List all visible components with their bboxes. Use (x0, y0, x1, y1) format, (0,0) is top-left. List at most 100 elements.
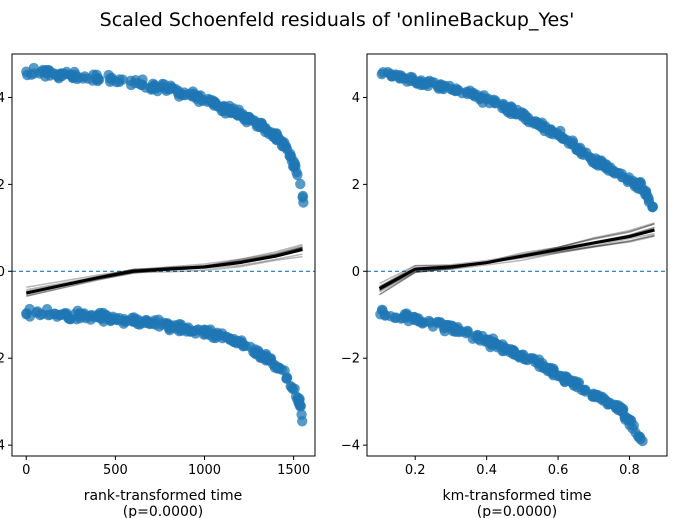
residual-point-upper (292, 169, 303, 181)
x-tick-label: 0.8 (619, 463, 640, 478)
y-tick-label: 0 (0, 265, 5, 280)
residual-point-upper (276, 140, 288, 151)
residual-point-upper (556, 131, 568, 143)
residual-point-upper (219, 101, 231, 113)
residual-point-lower (557, 371, 569, 383)
residual-point-upper (161, 85, 172, 97)
residual-point-lower (472, 329, 483, 341)
residual-point-upper (69, 66, 80, 78)
left-x-axis-sublabel: (p=0.0000) (123, 504, 204, 518)
residual-point-lower (403, 315, 414, 327)
bootstrap-trend-line (379, 222, 655, 296)
residual-point-upper (376, 69, 387, 80)
residual-point-upper (468, 89, 479, 101)
residual-point-lower (482, 334, 493, 345)
residual-point-upper (263, 128, 275, 140)
residual-point-lower (111, 314, 122, 325)
main-trend-line (378, 228, 655, 291)
x-tick-label: 0.2 (405, 463, 426, 478)
residual-point-lower (183, 322, 194, 333)
residual-point-lower (156, 319, 168, 330)
y-tick-label: −2 (341, 352, 360, 367)
residual-point-upper (37, 64, 49, 76)
residual-point-lower (580, 384, 591, 395)
residual-point-upper (476, 91, 487, 103)
left-x-axis-label: rank-transformed time (84, 488, 243, 504)
residual-point-lower (451, 325, 462, 336)
left-trend-lines (12, 243, 315, 297)
residual-point-lower (204, 329, 215, 341)
residual-point-upper (149, 80, 160, 91)
residual-point-lower (80, 313, 92, 324)
figure-title: Scaled Schoenfeld residuals of 'onlineBa… (100, 9, 575, 31)
residual-point-upper (400, 73, 411, 84)
residual-point-lower (129, 316, 140, 327)
main-trend-line (25, 248, 303, 295)
residual-point-upper (424, 75, 435, 87)
right-x-axis-sublabel: (p=0.0000) (477, 504, 558, 518)
residual-point-lower (286, 382, 297, 393)
residual-point-upper (590, 158, 601, 170)
residual-point-lower (492, 342, 503, 353)
right-x-axis-label: km-transformed time (442, 488, 591, 504)
residual-point-upper (187, 86, 199, 97)
residual-point-upper (567, 135, 578, 146)
residual-point-upper (243, 111, 255, 123)
x-tick-label: 1000 (188, 463, 221, 478)
residual-point-lower (565, 375, 577, 387)
x-tick-label: 0.4 (476, 463, 497, 478)
residual-point-lower (212, 327, 223, 338)
residual-point-upper (576, 148, 587, 160)
residual-point-upper (436, 81, 448, 93)
x-tick-label: 0.6 (548, 463, 569, 478)
y-tick-label: −4 (341, 439, 360, 454)
residual-point-lower (221, 331, 232, 343)
residual-point-lower (165, 320, 176, 331)
y-tick-label: 4 (0, 91, 5, 106)
right-scatter-points (375, 67, 659, 447)
residual-point-lower (377, 305, 388, 316)
residual-point-lower (537, 358, 548, 369)
residual-point-upper (647, 201, 659, 212)
bootstrap-trend-line (379, 232, 655, 288)
y-tick-label: 4 (352, 91, 360, 106)
residual-point-lower (290, 391, 302, 402)
residual-point-upper (638, 184, 649, 195)
residual-point-upper (114, 74, 125, 85)
residual-point-lower (385, 311, 396, 322)
residual-point-upper (611, 168, 623, 179)
residual-point-upper (179, 87, 190, 98)
bootstrap-trend-line (379, 234, 655, 292)
residual-point-lower (260, 352, 272, 363)
residual-point-lower (96, 308, 108, 320)
residual-point-upper (523, 112, 534, 124)
residual-point-lower (588, 388, 599, 399)
left-ticks: 0 500 1000 1500 −4 −2 0 2 4 (0, 91, 310, 478)
y-tick-label: −2 (0, 352, 5, 367)
residual-point-upper (540, 121, 551, 132)
residual-point-lower (599, 394, 611, 405)
residual-point-upper (233, 109, 244, 121)
right-trend-lines (367, 222, 667, 296)
residual-point-upper (531, 116, 542, 128)
x-tick-label: 0 (22, 463, 30, 478)
residual-point-lower (547, 367, 559, 378)
left-scatter-points (21, 62, 309, 427)
residual-point-lower (140, 317, 151, 329)
residual-point-lower (416, 317, 428, 328)
residual-point-upper (87, 75, 98, 86)
residual-point-upper (207, 97, 218, 108)
residual-point-upper (295, 178, 306, 190)
residual-point-upper (286, 151, 297, 162)
residual-point-lower (24, 311, 36, 322)
residual-point-lower (625, 414, 636, 426)
residual-point-lower (32, 306, 43, 317)
residual-point-upper (629, 181, 641, 192)
y-tick-label: 0 (352, 265, 360, 280)
right-axes-frame (366, 53, 668, 457)
residual-point-lower (296, 409, 307, 420)
residual-point-upper (26, 69, 37, 80)
residual-point-upper (297, 192, 308, 203)
residual-point-lower (63, 313, 74, 324)
